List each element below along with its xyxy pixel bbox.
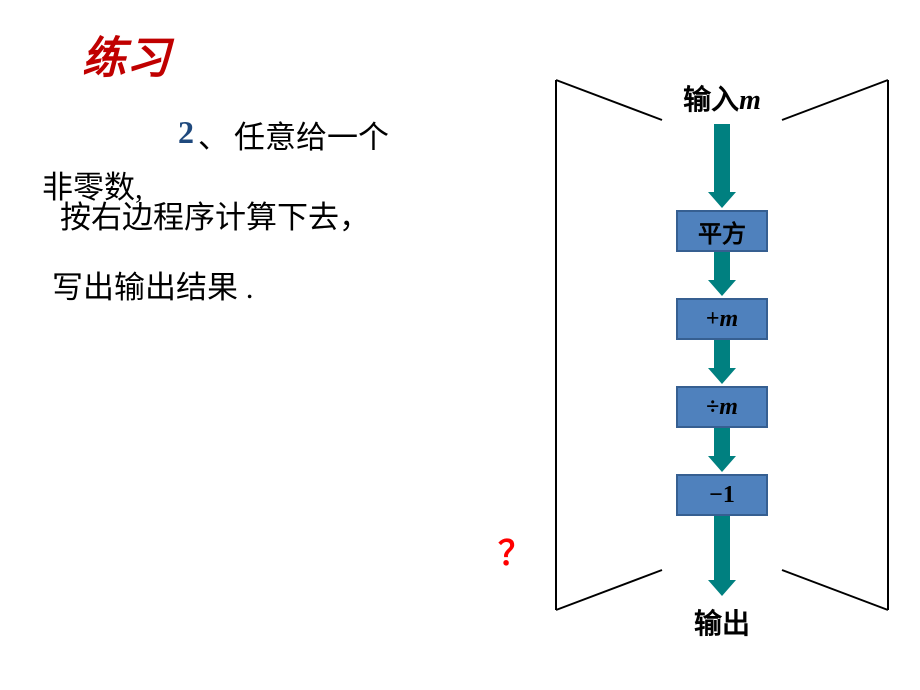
flow-step-minus-1: −1 — [676, 474, 768, 516]
flow-arrow-2 — [708, 340, 736, 384]
flow-step-plus-var: m — [720, 306, 739, 333]
flow-input-label: 输入m — [662, 78, 782, 118]
flow-step-div-op: ÷ — [706, 394, 719, 421]
flow-arrow-1 — [708, 252, 736, 296]
flow-output-text: 输出 — [694, 609, 750, 640]
flow-output-label: 输出 — [662, 602, 782, 642]
flow-arrow-4 — [708, 516, 736, 596]
flow-arrow-3 — [708, 428, 736, 472]
flow-step-minus-val: 1 — [723, 482, 735, 509]
flow-input-text: 输入 — [683, 85, 739, 116]
flow-step-plus-op: + — [706, 306, 720, 333]
flow-arrow-0 — [708, 124, 736, 208]
flow-step-div-var: m — [719, 394, 738, 421]
flow-step-square: 平方 — [676, 210, 768, 252]
flow-step-plus-m: +m — [676, 298, 768, 340]
flowchart-bracket — [0, 0, 920, 690]
flow-input-var: m — [739, 85, 761, 116]
flow-step-minus-op: − — [709, 482, 723, 509]
flow-step-square-label: 平方 — [698, 214, 746, 249]
flow-step-div-m: ÷m — [676, 386, 768, 428]
